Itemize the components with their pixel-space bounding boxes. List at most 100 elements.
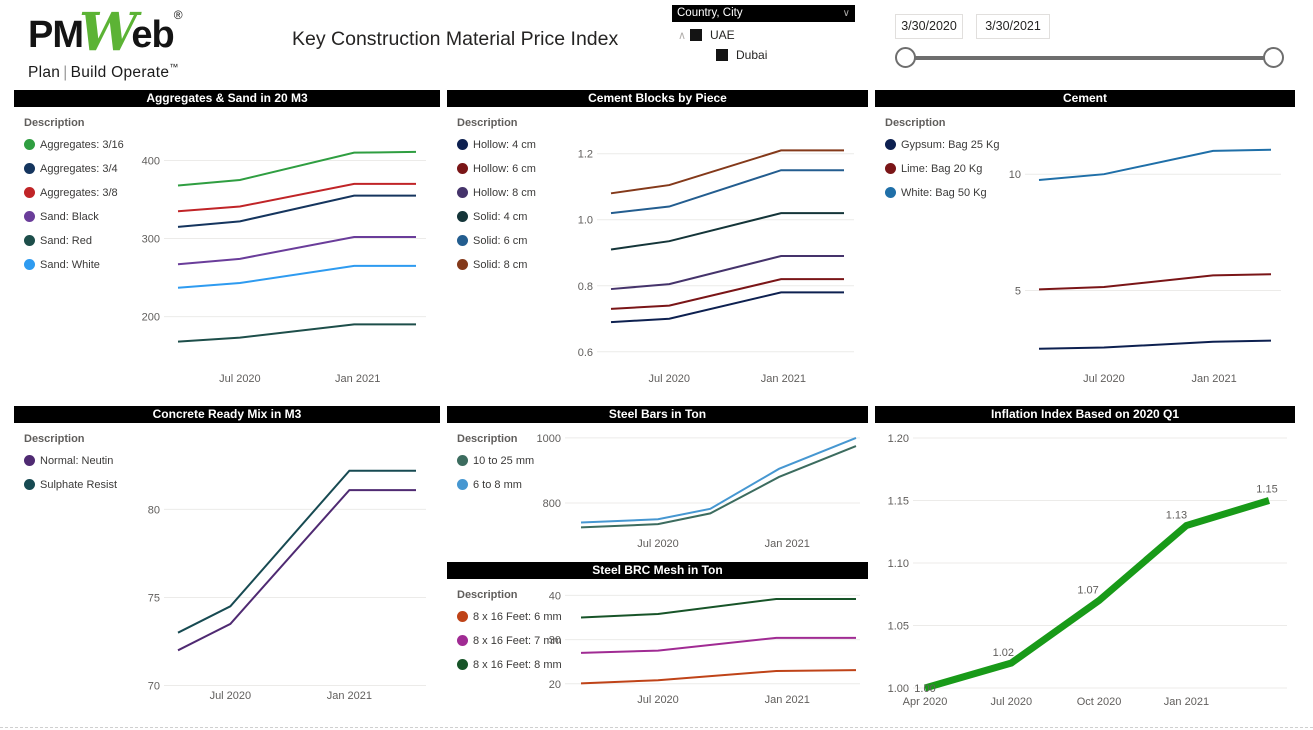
- slider-track[interactable]: [901, 56, 1277, 60]
- x-tick-label: Jan 2021: [335, 373, 380, 385]
- legend-item-aggregates-3-4[interactable]: Aggregates: 3/4: [24, 162, 164, 175]
- dubai-label[interactable]: Dubai: [736, 48, 768, 62]
- legend-dot: [24, 235, 35, 246]
- x-tick-label: Jan 2021: [1192, 373, 1237, 385]
- uae-checkbox[interactable]: [690, 29, 702, 41]
- legend-label: 8 x 16 Feet: 8 mm: [473, 658, 562, 671]
- legend-item-sand-white[interactable]: Sand: White: [24, 258, 164, 271]
- legend-item-8-x-16-feet-8-mm[interactable]: 8 x 16 Feet: 8 mm: [457, 658, 597, 671]
- legend-dot: [24, 139, 35, 150]
- chart-canvas-steel-bars[interactable]: 1000 800 Jul 2020 Jan 2021: [447, 423, 868, 556]
- legend-item-solid-8-cm[interactable]: Solid: 8 cm: [457, 258, 597, 271]
- series-line-10-to-25-mm[interactable]: [580, 445, 857, 529]
- slider-handle-end[interactable]: [1263, 47, 1284, 68]
- series-line-white-bag-50-kg[interactable]: [1038, 148, 1272, 182]
- series-line-sand-red[interactable]: [177, 323, 416, 343]
- y-tick-label: 1.20: [888, 433, 909, 445]
- chart-canvas-cement-blocks[interactable]: 1.2 1.0 0.8 0.6 Jul 2020 Jan 2021: [447, 107, 868, 395]
- series-line-solid-8-cm[interactable]: [610, 149, 844, 195]
- chart-legend: Description Normal: Neutin Sulphate Resis…: [24, 433, 164, 502]
- data-label: 1.13: [1166, 510, 1187, 522]
- series-line-sand-black[interactable]: [177, 235, 416, 266]
- series-line-hollow-8-cm[interactable]: [610, 255, 844, 291]
- series-line-hollow-4-cm[interactable]: [610, 291, 844, 324]
- panel-steel-bars: Steel Bars in Ton Description 10 to 25 m…: [447, 406, 868, 556]
- legend-title: Description: [457, 589, 518, 601]
- legend-item-solid-4-cm[interactable]: Solid: 4 cm: [457, 210, 597, 223]
- collapse-icon[interactable]: ∧: [677, 29, 687, 42]
- legend-item-6-to-8-mm[interactable]: 6 to 8 mm: [457, 478, 597, 491]
- legend-item-sulphate-resist[interactable]: Sulphate Resist: [24, 478, 164, 491]
- legend-item-white-bag-50-kg[interactable]: White: Bag 50 Kg: [885, 186, 1025, 199]
- legend-item-8-x-16-feet-6-mm[interactable]: 8 x 16 Feet: 6 mm: [457, 610, 597, 623]
- legend-dot: [457, 455, 468, 466]
- legend-dot: [885, 187, 896, 198]
- legend-item-solid-6-cm[interactable]: Solid: 6 cm: [457, 234, 597, 247]
- legend-dot: [24, 187, 35, 198]
- panel-inflation-index: Inflation Index Based on 2020 Q1 1.20 1.1…: [875, 406, 1295, 712]
- series-line-8-x-16-feet-8-mm[interactable]: [580, 597, 856, 619]
- start-date-input[interactable]: 3/30/2020: [895, 14, 963, 39]
- series-line-8-x-16-feet-7-mm[interactable]: [580, 636, 856, 654]
- slicer-row-country: ∧ UAE: [672, 28, 855, 42]
- legend-item-normal-neutin[interactable]: Normal: Neutin: [24, 454, 164, 467]
- logo-w: W: [79, 2, 138, 63]
- chart-canvas-cement[interactable]: 10 5 Jul 2020 Jan 2021: [875, 107, 1295, 395]
- legend-label: Sulphate Resist: [40, 478, 118, 491]
- legend-dot: [457, 211, 468, 222]
- legend-item-hollow-8-cm[interactable]: Hollow: 8 cm: [457, 186, 597, 199]
- legend-dot: [457, 479, 468, 490]
- legend-item-lime-bag-20-kg[interactable]: Lime: Bag 20 Kg: [885, 162, 1025, 175]
- series-line-aggregates-3-4[interactable]: [177, 194, 416, 228]
- pmweb-logo-wordmark: PMWeb®: [28, 4, 183, 59]
- legend-item-sand-red[interactable]: Sand: Red: [24, 234, 164, 247]
- series-line-aggregates-3-8[interactable]: [177, 182, 416, 213]
- chart-canvas-steel-brc-mesh[interactable]: 40 30 20 Jul 2020 Jan 2021: [447, 579, 868, 712]
- series-line-aggregates-3-16[interactable]: [177, 150, 417, 187]
- series-line-sulphate-resist[interactable]: [177, 469, 416, 634]
- slider-handle-start[interactable]: [895, 47, 916, 68]
- legend-label: 10 to 25 mm: [473, 454, 535, 467]
- y-tick-label: 30: [549, 635, 561, 647]
- legend-label: Aggregates: 3/4: [40, 162, 118, 175]
- series-line-6-to-8-mm[interactable]: [580, 437, 857, 524]
- legend-item-aggregates-3-16[interactable]: Aggregates: 3/16: [24, 138, 164, 151]
- legend-dot: [457, 611, 468, 622]
- legend-item-aggregates-3-8[interactable]: Aggregates: 3/8: [24, 186, 164, 199]
- data-label: 1.07: [1077, 585, 1098, 597]
- slicer-row-city: Dubai: [672, 48, 855, 62]
- end-date-input[interactable]: 3/30/2021: [976, 14, 1050, 39]
- legend-dot: [885, 139, 896, 150]
- legend-item-gypsum-bag-25-kg[interactable]: Gypsum: Bag 25 Kg: [885, 138, 1025, 151]
- series-line-normal-neutin[interactable]: [177, 489, 416, 652]
- legend-label: Hollow: 4 cm: [473, 138, 536, 151]
- chart-canvas-concrete-ready-mix[interactable]: 80 75 70 Jul 2020 Jan 2021: [14, 423, 440, 712]
- legend-item-sand-black[interactable]: Sand: Black: [24, 210, 164, 223]
- chart-title: Concrete Ready Mix in M3: [14, 406, 440, 423]
- dubai-checkbox[interactable]: [716, 49, 728, 61]
- legend-label: 8 x 16 Feet: 7 mm: [473, 634, 562, 647]
- x-tick-label: Jan 2021: [765, 538, 810, 550]
- legend-item-hollow-4-cm[interactable]: Hollow: 4 cm: [457, 138, 597, 151]
- tagline-operate: Operate: [111, 64, 170, 81]
- y-tick-label: 5: [1015, 286, 1021, 298]
- series-line-hollow-6-cm[interactable]: [610, 278, 844, 310]
- chevron-down-icon[interactable]: ∨: [842, 8, 850, 19]
- legend-item-hollow-6-cm[interactable]: Hollow: 6 cm: [457, 162, 597, 175]
- uae-label[interactable]: UAE: [710, 28, 735, 42]
- series-line-sand-white[interactable]: [177, 264, 416, 289]
- series-line-solid-6-cm[interactable]: [610, 169, 844, 215]
- legend-item-8-x-16-feet-7-mm[interactable]: 8 x 16 Feet: 7 mm: [457, 634, 597, 647]
- slicer-header[interactable]: Country, City ∨: [672, 5, 855, 22]
- series-line-solid-4-cm[interactable]: [610, 212, 844, 251]
- legend-dot: [457, 163, 468, 174]
- series-line-8-x-16-feet-6-mm[interactable]: [580, 669, 857, 685]
- chart-canvas-aggregates-sand[interactable]: 400 300 200 Jul 2020 Jan 2021: [14, 107, 440, 395]
- legend-item-10-to-25-mm[interactable]: 10 to 25 mm: [457, 454, 597, 467]
- legend-dot: [457, 635, 468, 646]
- legend-label: Sand: Black: [40, 210, 99, 223]
- series-line-gypsum-bag-25-kg[interactable]: [1038, 339, 1272, 350]
- series-line-lime-bag-20-kg[interactable]: [1038, 273, 1272, 291]
- series-line-inflation-index[interactable]: [924, 497, 1271, 692]
